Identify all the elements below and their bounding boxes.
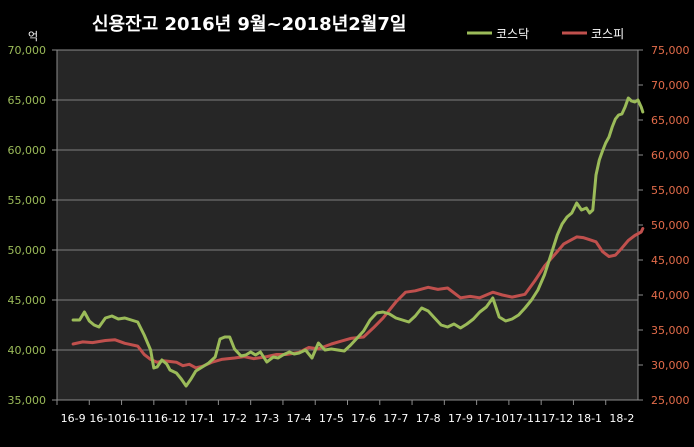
x-tick-label: 16-11 xyxy=(122,412,154,425)
left-axis-unit: 억 xyxy=(28,30,38,43)
right-tick-label: 75,000 xyxy=(651,44,690,57)
right-tick-label: 50,000 xyxy=(651,219,690,232)
x-tick-label: 16-12 xyxy=(154,412,186,425)
x-tick-label: 16-9 xyxy=(61,412,86,425)
legend-label-kospi: 코스피 xyxy=(591,27,624,41)
x-tick-label: 17-11 xyxy=(509,412,541,425)
left-tick-label: 50,000 xyxy=(8,244,47,257)
left-tick-label: 60,000 xyxy=(8,144,47,157)
grid-lines xyxy=(57,99,638,351)
series-lines xyxy=(71,96,645,388)
right-tick-label: 30,000 xyxy=(651,359,690,372)
x-tick-label: 17-1 xyxy=(190,412,215,425)
x-axis: 16-9 16-10 16-11 16-12 17-1 17-2 17-3 17-4 17-5 1… xyxy=(56,400,634,425)
left-axis: 35,000 40,000 45,000 50,000 55,000 60,000 65,0… xyxy=(8,44,57,407)
right-tick-label: 40,000 xyxy=(651,289,690,302)
series-line-kospi xyxy=(71,227,645,370)
x-tick-label: 17-3 xyxy=(254,412,279,425)
left-tick-label: 35,000 xyxy=(8,394,47,407)
plot-area xyxy=(56,49,639,401)
legend: 코스닥 코스피 xyxy=(467,27,624,41)
legend-label-kosdaq: 코스닥 xyxy=(496,27,529,41)
x-tick-label: 17-2 xyxy=(222,412,247,425)
x-tick-label: 18-2 xyxy=(609,412,634,425)
right-tick-label: 35,000 xyxy=(651,324,690,337)
right-axis: 25,000 30,000 35,000 40,000 45,000 50,000 55,0… xyxy=(638,44,690,407)
x-tick-label: 17-4 xyxy=(287,412,312,425)
left-tick-label: 70,000 xyxy=(8,44,47,57)
right-tick-label: 45,000 xyxy=(651,254,690,267)
chart-title: 신용잔고 2016년 9월~2018년2월7일 xyxy=(92,14,406,35)
series-line-kosdaq xyxy=(71,96,645,388)
right-tick-label: 25,000 xyxy=(651,394,690,407)
right-tick-label: 60,000 xyxy=(651,149,690,162)
x-tick-label: 17-12 xyxy=(541,412,573,425)
x-tick-label: 17-10 xyxy=(477,412,509,425)
left-tick-label: 55,000 xyxy=(8,194,47,207)
x-tick-label: 16-10 xyxy=(89,412,121,425)
right-tick-label: 70,000 xyxy=(651,79,690,92)
left-tick-label: 45,000 xyxy=(8,294,47,307)
x-tick-label: 18-1 xyxy=(577,412,602,425)
x-tick-label: 17-9 xyxy=(448,412,473,425)
right-tick-label: 55,000 xyxy=(651,184,690,197)
x-tick-label: 17-6 xyxy=(351,412,376,425)
x-tick-label: 17-7 xyxy=(383,412,408,425)
left-tick-label: 65,000 xyxy=(8,94,47,107)
x-tick-label: 17-8 xyxy=(416,412,441,425)
x-tick-label: 17-5 xyxy=(319,412,344,425)
right-tick-label: 65,000 xyxy=(651,114,690,127)
left-tick-label: 40,000 xyxy=(8,344,47,357)
